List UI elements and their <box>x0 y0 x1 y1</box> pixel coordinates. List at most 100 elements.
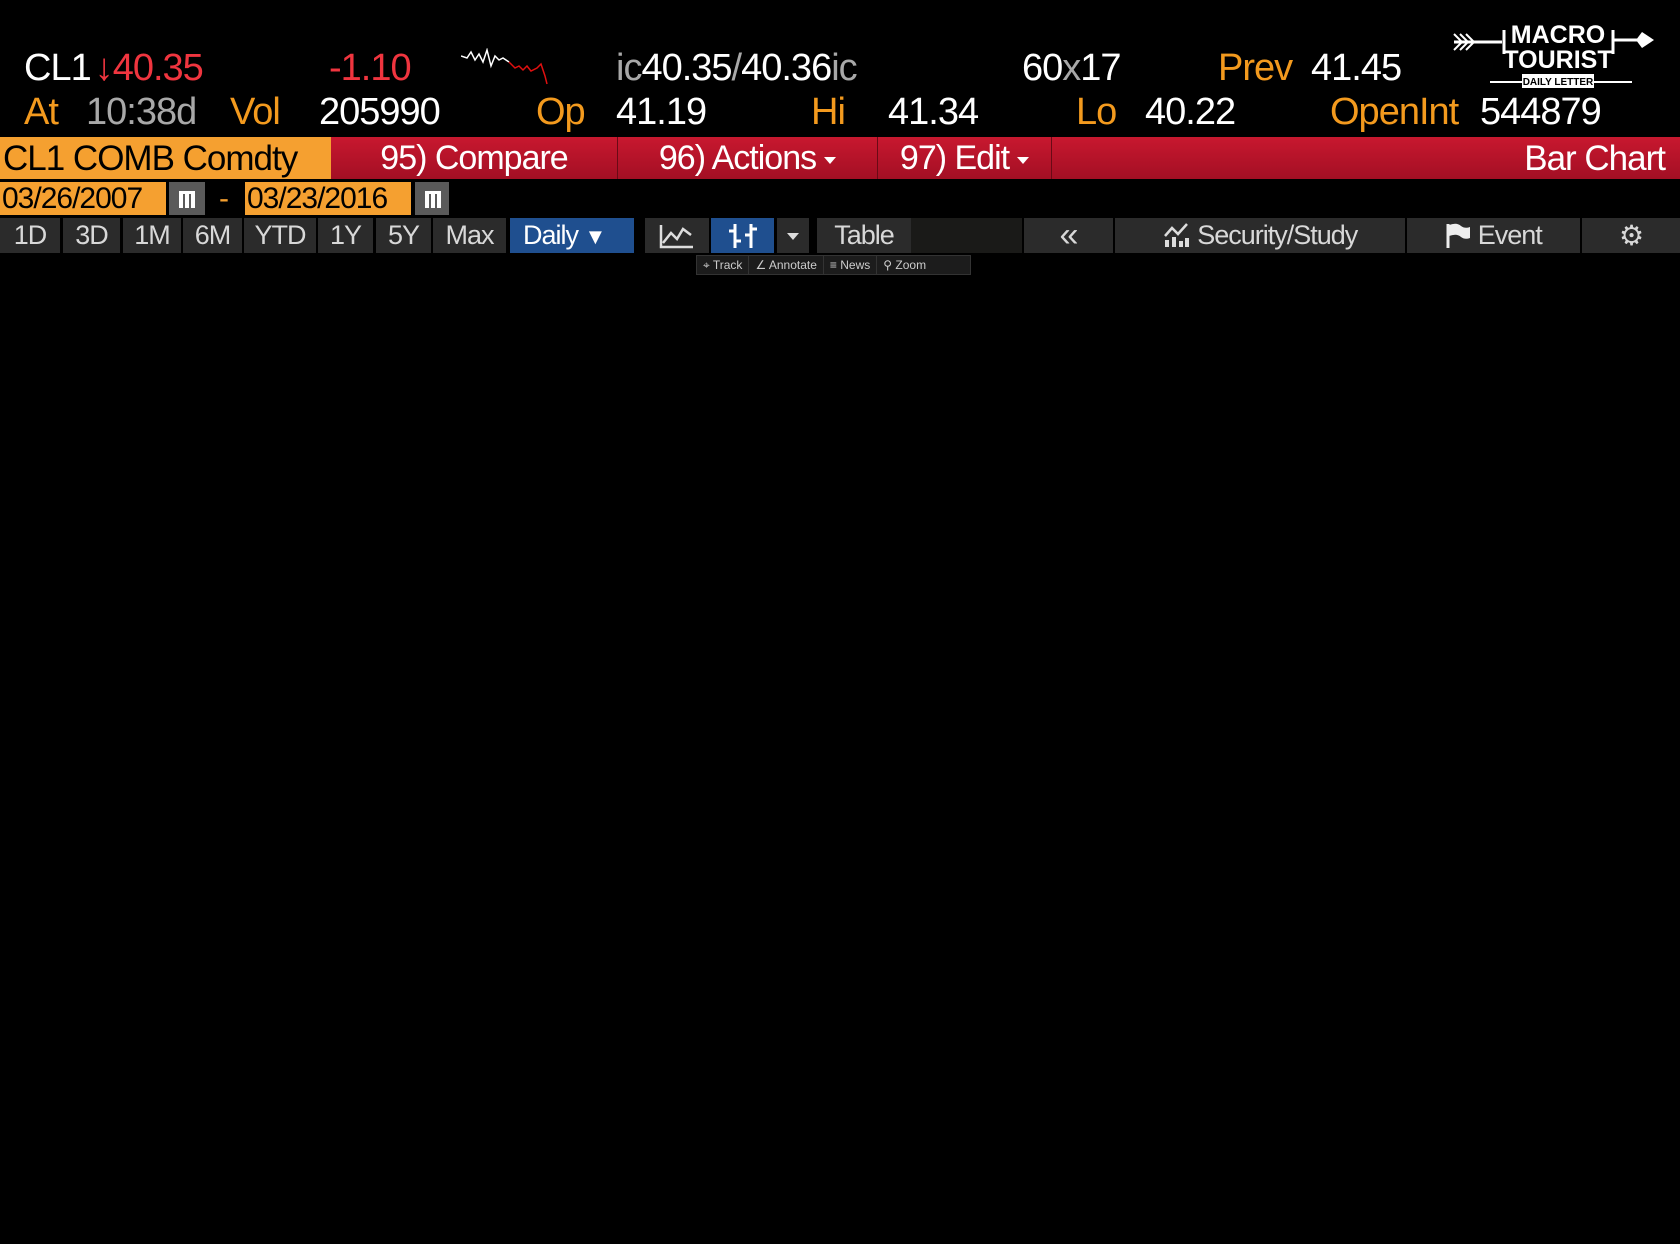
left-tick-mark <box>40 657 50 662</box>
news-tool[interactable]: ≡ News <box>824 256 878 274</box>
table-button[interactable]: Table <box>817 218 911 253</box>
wti-data-point <box>943 638 946 641</box>
natgas-data-point <box>278 477 280 480</box>
natgas-data-point <box>509 851 512 854</box>
natgas-data-point <box>538 803 541 805</box>
last-price: 40.35 <box>112 47 204 89</box>
wti-data-point <box>495 746 497 748</box>
svg-text:TOURIST: TOURIST <box>1503 46 1612 74</box>
x-tick-label: 2008 <box>257 1133 286 1148</box>
period-5y[interactable]: 5Y <box>376 218 431 253</box>
right-tick-label: 60 <box>1651 835 1665 850</box>
natgas-data-point <box>495 863 497 866</box>
price-chart[interactable]: 2.000 4.000 6.000 8.000 10.000 12.000 14.000 20… <box>0 277 1680 1244</box>
chart-type-dropdown[interactable] <box>777 218 809 253</box>
wti-data-point <box>1204 638 1206 641</box>
left-tick-mark <box>40 416 50 421</box>
security-field[interactable]: CL1 COMB Comdty <box>0 137 331 179</box>
natgas-data-point <box>610 857 613 860</box>
bid: 40.35 <box>641 47 732 89</box>
wti-data-point <box>51 829 54 831</box>
natgas-data-point <box>1377 887 1380 890</box>
period-1d[interactable]: 1D <box>0 218 60 253</box>
frequency-dropdown[interactable]: Daily ▼ <box>510 218 634 253</box>
track-tool[interactable]: ⌖ Track <box>697 256 750 274</box>
wti-data-point <box>148 686 150 689</box>
vol-label: Vol <box>230 91 281 133</box>
wti-data-point <box>278 406 280 409</box>
collapse-button[interactable]: « <box>1024 218 1113 253</box>
triangle-down-icon: ▼ <box>584 224 607 249</box>
net-change: -1.10 <box>329 47 412 89</box>
wti-data-point <box>1247 597 1250 599</box>
x-tick-label: 2010 <box>605 1133 634 1148</box>
wti-data-point <box>249 454 251 457</box>
start-calendar-button[interactable] <box>169 182 205 215</box>
natgas-data-point <box>176 700 179 703</box>
wti-last-value-tag <box>1639 949 1680 968</box>
end-date-field[interactable]: 03/23/2016 <box>245 182 411 215</box>
natgas-data-point <box>1435 978 1438 980</box>
settings-button[interactable]: ⚙ <box>1582 218 1680 253</box>
wti-data-point <box>1551 948 1553 950</box>
period-max[interactable]: Max <box>433 218 506 253</box>
wti-data-point <box>336 859 338 861</box>
period-1m[interactable]: 1M <box>123 218 181 253</box>
annotate-tool[interactable]: ∠ Annotate <box>749 256 824 274</box>
natgas-data-point <box>220 550 222 552</box>
natgas-data-point <box>1522 984 1524 986</box>
natgas-data-point <box>1421 972 1423 974</box>
wti-data-point <box>827 686 830 689</box>
natgas-data-point <box>1565 1002 1568 1004</box>
compare-button[interactable]: 95) Compare <box>331 137 618 179</box>
wti-data-point <box>885 603 888 605</box>
period-ytd[interactable]: YTD <box>244 218 316 253</box>
x-tick-label: 2012 <box>952 1133 981 1148</box>
right-tick-mark <box>1637 721 1647 725</box>
wti-data-point <box>133 728 136 730</box>
wti-data-point <box>234 531 237 534</box>
natgas-data-point <box>668 929 671 932</box>
line-chart-button[interactable] <box>645 218 709 253</box>
wti-last-value: 40.35 <box>1648 952 1680 967</box>
natgas-data-point <box>712 869 714 872</box>
natgas-data-point <box>1580 1008 1582 1010</box>
natgas-data-point <box>972 959 975 962</box>
wti-data-point <box>321 740 324 742</box>
actions-menu[interactable]: 96) Actions <box>618 137 878 179</box>
natgas-data-point <box>596 887 599 890</box>
event-button[interactable]: Event <box>1407 218 1580 253</box>
natgas-data-point <box>1348 905 1351 908</box>
period-3d[interactable]: 3D <box>63 218 120 253</box>
wti-data-point <box>1088 644 1090 647</box>
ask-size: 17 <box>1080 47 1121 89</box>
natgas-data-point <box>755 881 758 884</box>
edit-menu[interactable]: 97) Edit <box>878 137 1052 179</box>
natgas-data-point <box>350 791 353 793</box>
x-tick-label: 2016 <box>1579 1133 1608 1148</box>
left-tick-label: 12.000 <box>0 412 38 427</box>
natgas-data-point <box>885 984 888 986</box>
period-6m[interactable]: 6M <box>183 218 242 253</box>
natgas-data-point <box>914 1008 917 1010</box>
natgas-data-point <box>1536 1002 1539 1004</box>
natgas-data-point <box>784 881 787 884</box>
left-tick-mark <box>40 1019 50 1023</box>
annotation-line-2: down for 7 years. Oil’s decline <box>366 383 1104 434</box>
wti-data-point <box>726 668 729 671</box>
bar-chart-button[interactable] <box>711 218 774 253</box>
size-separator: x <box>1062 47 1081 89</box>
gridlines <box>50 277 1637 1114</box>
end-calendar-button[interactable] <box>415 182 449 215</box>
natgas-data-point <box>1175 923 1177 926</box>
natgas-data-point <box>148 688 150 691</box>
security-study-button[interactable]: Security/Study <box>1115 218 1405 253</box>
down-trend-arrow <box>567 805 1543 1048</box>
start-date-field[interactable]: 03/26/2007 <box>0 182 166 215</box>
wti-data-point <box>582 698 584 700</box>
annotate-label: Annotate <box>768 258 817 272</box>
period-1y[interactable]: 1Y <box>318 218 373 253</box>
zoom-tool[interactable]: ⚲ Zoom <box>883 258 927 272</box>
wti-data-point <box>697 668 700 671</box>
annotation-line-3: is relatively recent. <box>504 434 964 485</box>
